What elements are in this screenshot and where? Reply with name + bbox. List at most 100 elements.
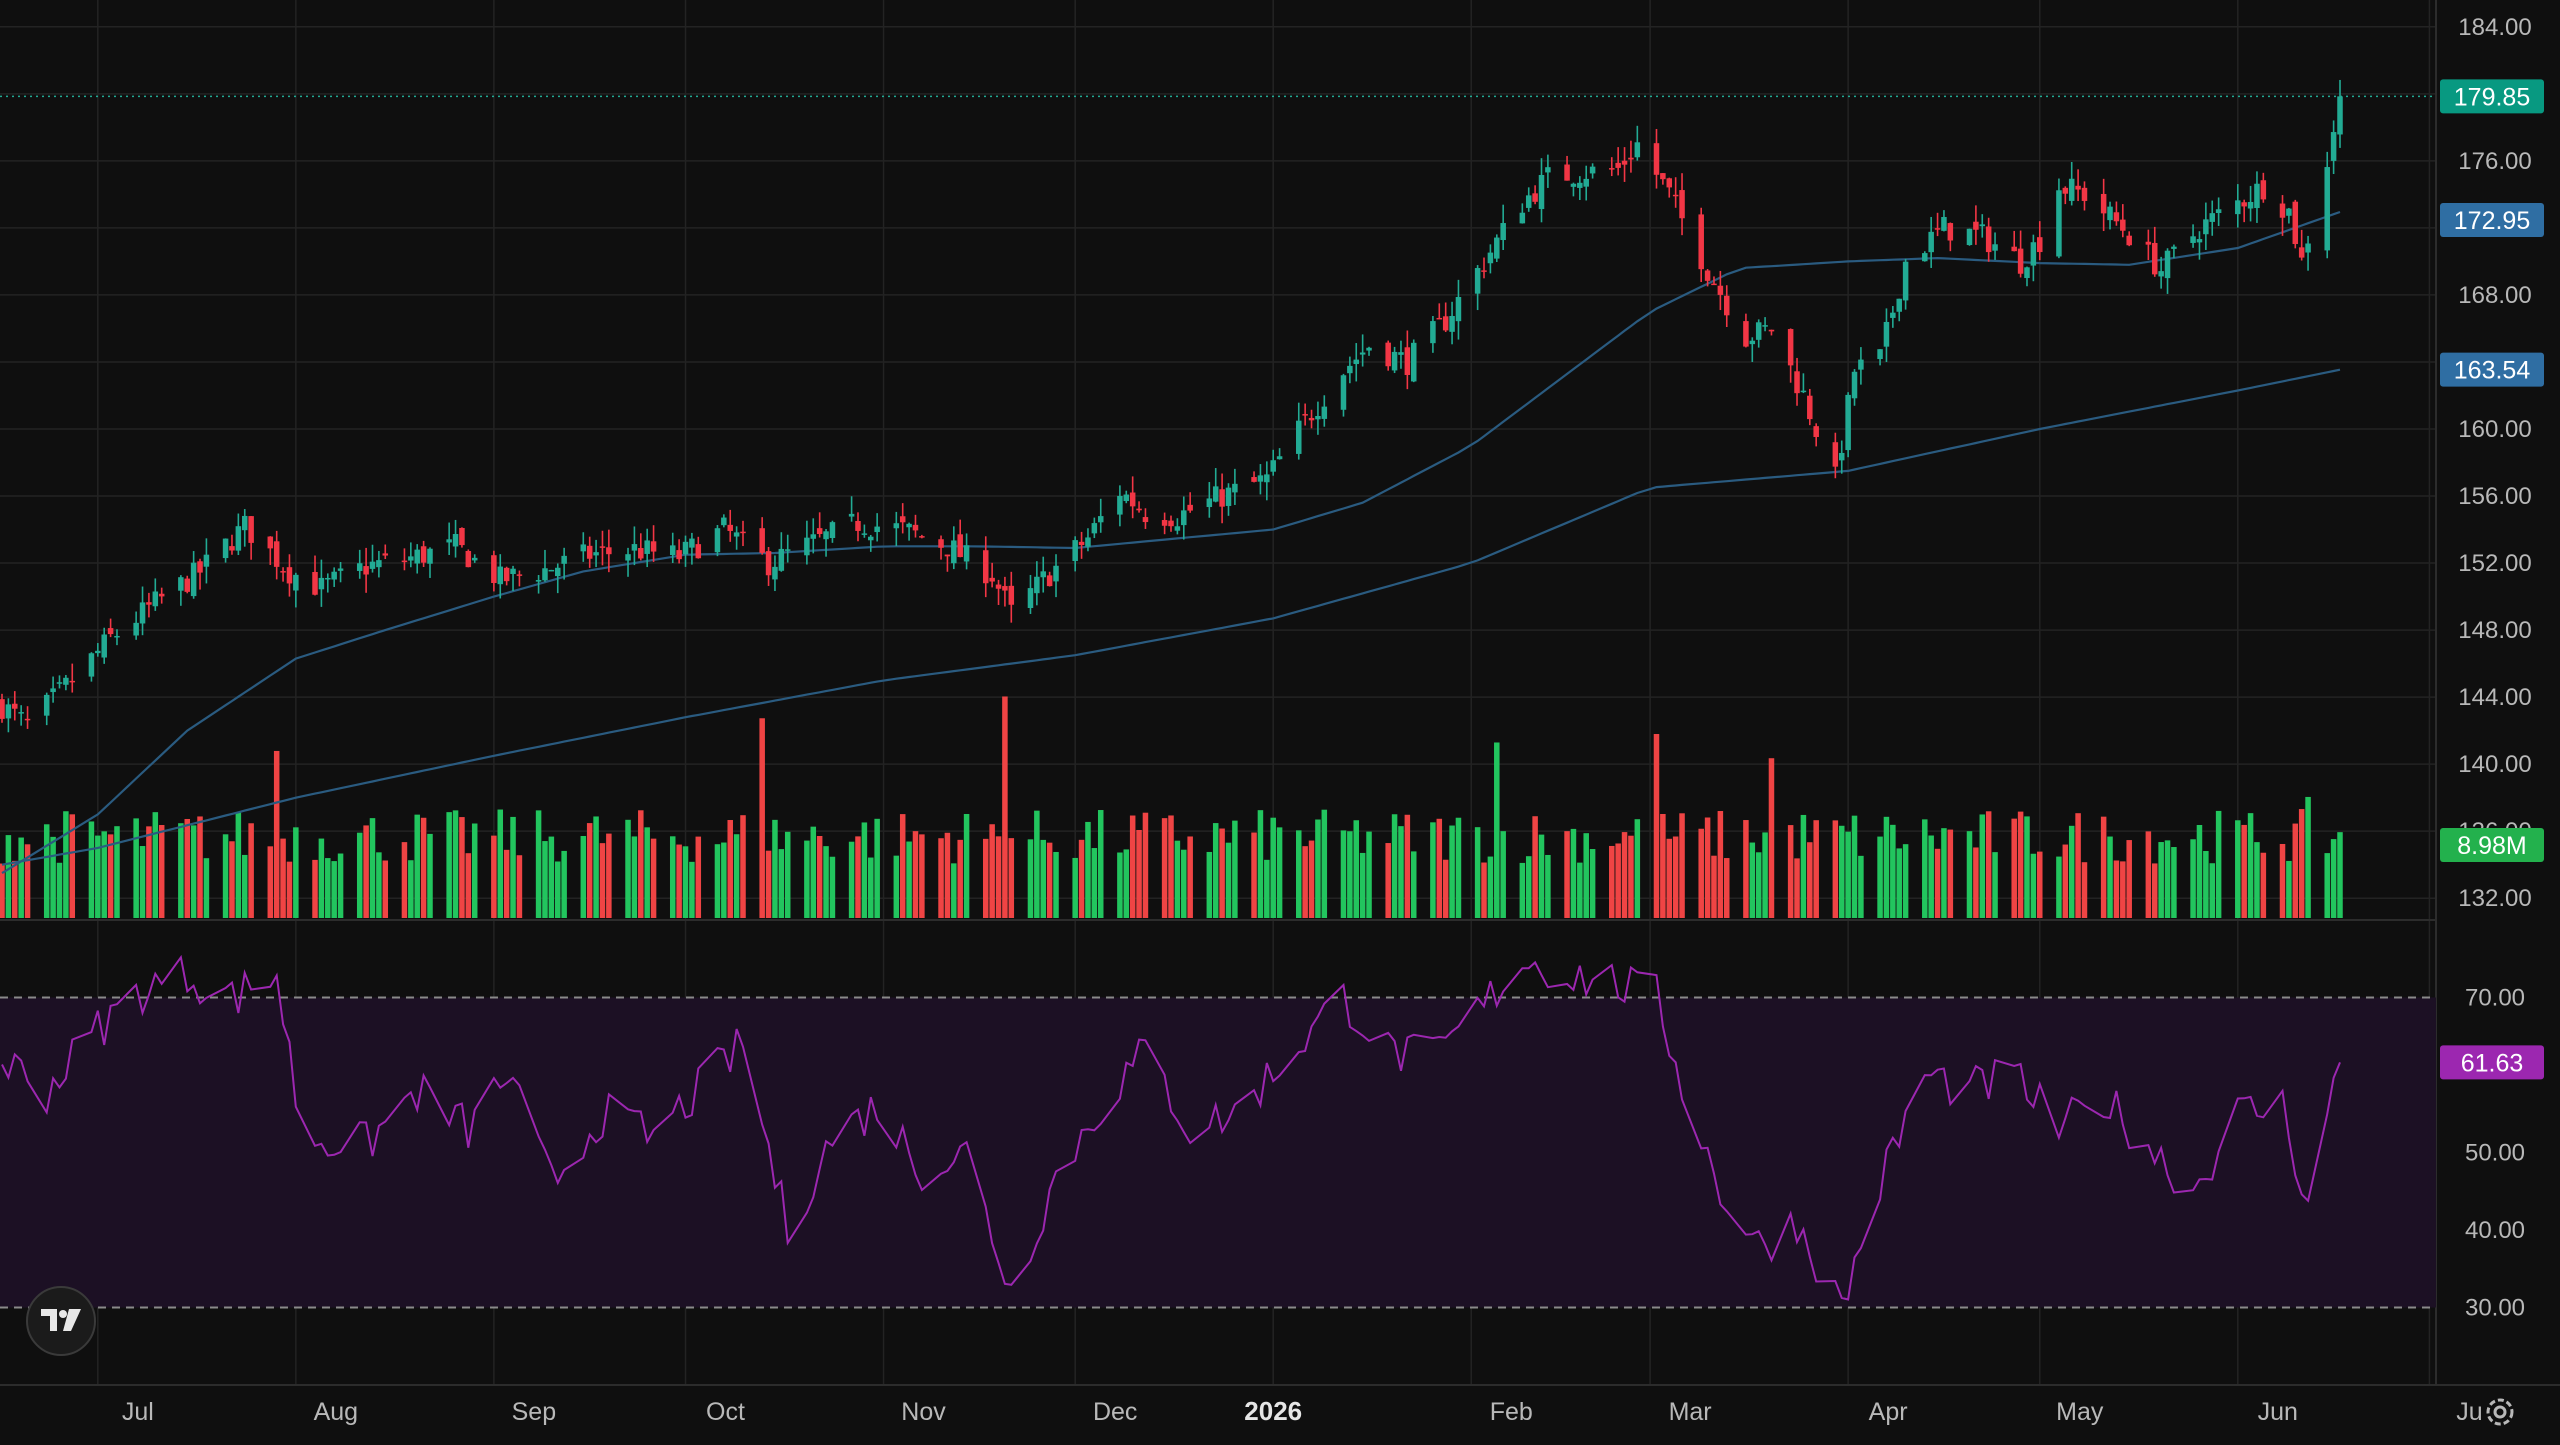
volume-bar xyxy=(695,836,702,918)
volume-bar xyxy=(823,846,829,918)
volume-bar xyxy=(2037,851,2043,918)
volume-bar xyxy=(2196,824,2203,918)
volume-bar xyxy=(1436,818,1443,918)
volume-bar xyxy=(989,824,995,918)
volume-bar xyxy=(944,832,951,918)
candle-body xyxy=(114,635,120,638)
candle-body xyxy=(1979,224,1986,227)
candle-body xyxy=(1704,270,1711,281)
candle-body xyxy=(1723,295,1730,316)
tradingview-logo-icon[interactable] xyxy=(26,1286,96,1356)
price-tick-label: 176.00 xyxy=(2458,148,2531,175)
candle-body xyxy=(1174,526,1181,531)
volume-bar xyxy=(542,841,548,918)
candle-body xyxy=(222,538,229,559)
candle-body xyxy=(1698,214,1704,270)
candle-body xyxy=(810,534,817,539)
volume-bar xyxy=(1787,825,1794,918)
volume-bar xyxy=(2254,842,2260,918)
volume-bar xyxy=(1660,813,1666,918)
volume-bar xyxy=(1966,831,1973,918)
candle-body xyxy=(1947,223,1954,241)
candle-body xyxy=(1519,212,1526,224)
candle-body xyxy=(178,577,184,591)
volume-bar xyxy=(1142,812,1149,918)
volume-bar xyxy=(2120,861,2126,918)
ma-200-badge-text: 163.54 xyxy=(2454,357,2531,385)
candle-body xyxy=(1813,426,1819,437)
volume-bar xyxy=(2260,852,2267,918)
volume-bar xyxy=(2171,847,2177,918)
volume-bar xyxy=(1359,852,1366,918)
candle-body xyxy=(848,513,855,517)
candle-body xyxy=(593,552,599,556)
candle-body xyxy=(957,534,963,558)
candle-body xyxy=(1794,371,1800,394)
candle-body xyxy=(995,584,1002,589)
volume-bar xyxy=(1985,811,1992,918)
candle-body xyxy=(1666,178,1673,188)
volume-bar xyxy=(446,812,452,918)
volume-bar xyxy=(810,826,817,918)
volume-bar xyxy=(1187,836,1193,918)
candle-body xyxy=(1302,414,1308,416)
candle-body xyxy=(2126,235,2132,246)
candle-body xyxy=(2209,213,2215,222)
volume-bar xyxy=(721,842,727,918)
candle-body xyxy=(804,537,810,556)
candle-body xyxy=(2056,190,2062,257)
candle-body xyxy=(855,520,861,531)
candle-body xyxy=(542,568,548,581)
volume-bar xyxy=(203,858,210,918)
volume-bar xyxy=(1168,815,1174,918)
candle-body xyxy=(1168,520,1174,527)
volume-bar xyxy=(1877,836,1883,918)
candle-body xyxy=(1832,442,1839,467)
volume-bar xyxy=(1711,855,1717,918)
volume-bar xyxy=(88,821,95,918)
volume-bar xyxy=(1040,839,1046,918)
ma-50-badge-text: 172.95 xyxy=(2454,207,2530,235)
candle-body xyxy=(152,591,159,607)
candle-body xyxy=(63,677,69,685)
candle-body xyxy=(452,533,459,547)
volume-bar xyxy=(2056,856,2062,918)
volume-bar xyxy=(1858,855,1864,918)
volume-bar xyxy=(644,827,650,918)
candle-body xyxy=(2151,242,2158,275)
volume-bar xyxy=(408,860,414,918)
candle-body xyxy=(1225,487,1232,506)
volume-bar xyxy=(740,815,746,918)
volume-bar xyxy=(2337,832,2343,918)
price-tick-label: 168.00 xyxy=(2458,282,2531,309)
candle-body xyxy=(133,622,139,636)
volume-bar xyxy=(286,861,293,918)
candle-body xyxy=(1053,565,1059,582)
volume-bar xyxy=(1404,814,1411,918)
volume-bar xyxy=(178,823,184,918)
rsi-tick-label: 40.00 xyxy=(2465,1217,2525,1244)
candle-body xyxy=(2062,187,2069,194)
volume-bar xyxy=(427,833,433,918)
candle-body xyxy=(1902,261,1909,301)
candle-body xyxy=(1672,194,1679,197)
candle-body xyxy=(1385,342,1391,367)
volume-bar xyxy=(778,849,785,918)
volume-bar xyxy=(2305,796,2311,918)
candle-body xyxy=(2286,208,2292,216)
candle-body xyxy=(580,544,587,552)
candle-body xyxy=(427,548,433,564)
candle-body xyxy=(139,602,146,624)
candle-body xyxy=(1187,504,1193,511)
volume-bar xyxy=(1928,835,1934,918)
volume-bar xyxy=(1890,824,1896,918)
candle-body xyxy=(1807,395,1813,420)
volume-bar xyxy=(1315,819,1321,918)
time-tick-label: Aug xyxy=(314,1398,358,1426)
candle-body xyxy=(1449,315,1455,332)
rsi-badge-text: 61.63 xyxy=(2461,1049,2524,1077)
candle-body xyxy=(982,550,989,584)
gear-icon[interactable] xyxy=(2480,1392,2520,1432)
